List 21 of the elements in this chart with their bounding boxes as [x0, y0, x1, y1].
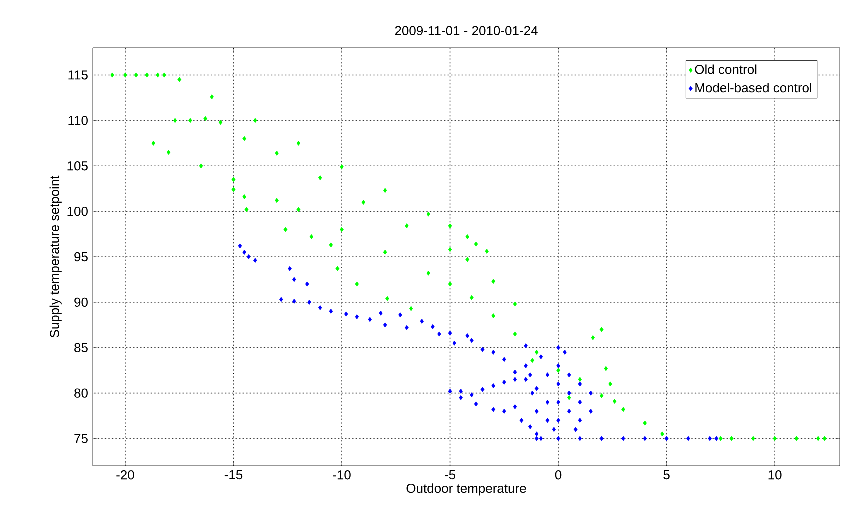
y-tick-label: 85	[74, 343, 88, 352]
y-tick-label: 100	[68, 206, 88, 216]
x-tick-label: -15	[224, 470, 243, 480]
y-axis-title: Supply temperature setpoint	[50, 176, 62, 338]
legend-label: Old control	[695, 64, 757, 74]
y-tick-label: 105	[68, 162, 88, 171]
y-tick-label: 115	[68, 70, 88, 80]
y-tick-label: 75	[74, 434, 88, 444]
x-tick-label: 10	[768, 470, 782, 480]
legend-label: Model-based control	[696, 83, 812, 93]
x-tick-label: 5	[664, 470, 670, 480]
x-tick-label: -10	[333, 470, 351, 480]
x-tick-label: -20	[116, 470, 134, 480]
chart-title: 2009-11-01 - 2010-01-24	[395, 26, 538, 36]
y-tick-label: 110	[68, 116, 88, 126]
y-tick-label: 80	[74, 388, 88, 398]
x-tick-label: 0	[555, 470, 562, 480]
y-tick-label: 95	[74, 252, 88, 262]
x-axis-title: Outdoor temperature	[406, 484, 526, 496]
y-tick-label: 90	[74, 298, 88, 308]
x-tick-label: -5	[445, 470, 456, 480]
